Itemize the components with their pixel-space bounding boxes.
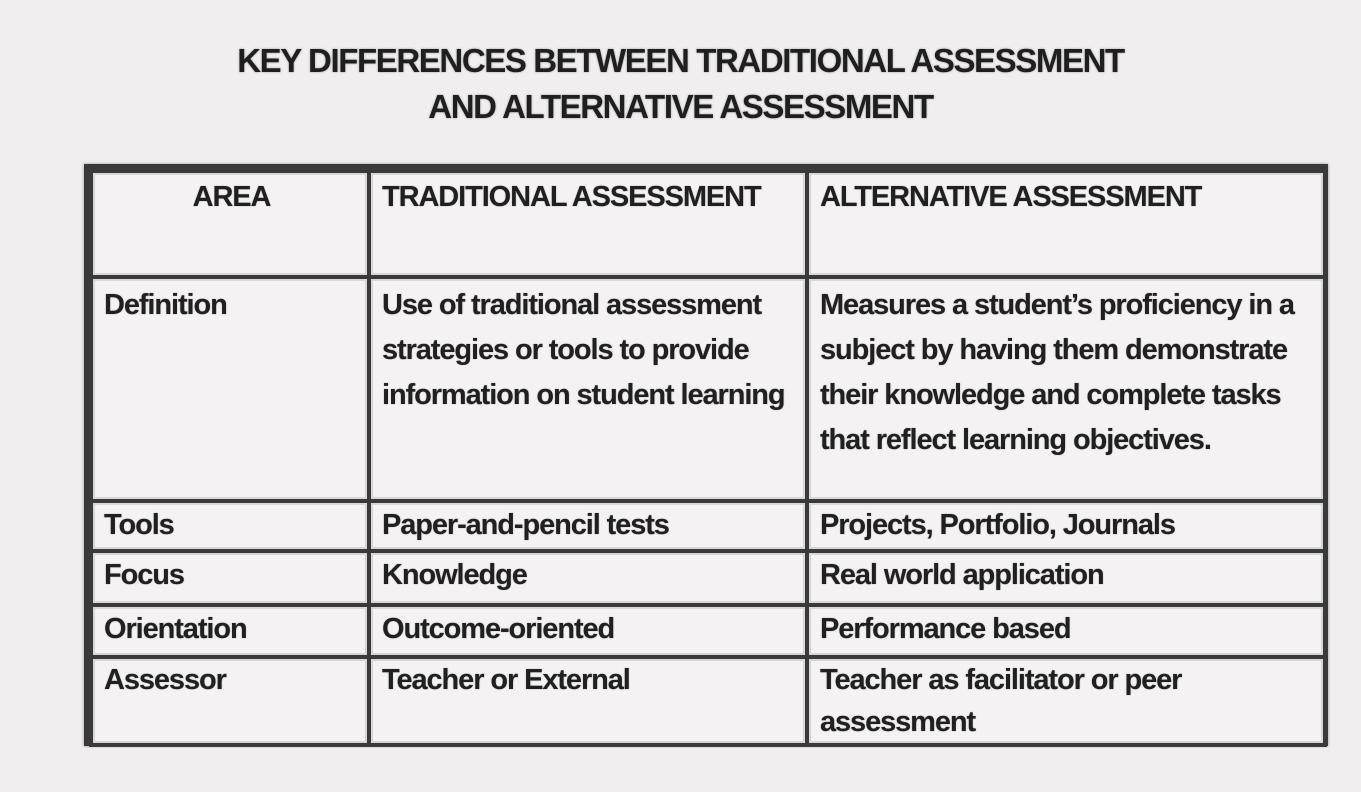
table-header-row: AREA TRADITIONAL ASSESSMENT ALTERNATIVE … xyxy=(89,169,1327,279)
title-line-2: AND ALTERNATIVE ASSESSMENT xyxy=(428,88,934,125)
table-row: Definition Use of traditional assessment… xyxy=(89,275,1327,503)
table-row: Orientation Outcome-oriented Performance… xyxy=(89,603,1327,659)
cell-area: Definition xyxy=(89,275,371,503)
cell-traditional: Teacher or External xyxy=(367,655,809,747)
cell-traditional: Knowledge xyxy=(367,549,809,607)
cell-alternative: Teacher as facilitator or peer assessmen… xyxy=(805,655,1327,747)
cell-alternative: Performance based xyxy=(805,603,1327,659)
comparison-table: AREA TRADITIONAL ASSESSMENT ALTERNATIVE … xyxy=(89,169,1327,747)
page-title: KEY DIFFERENCES BETWEEN TRADITIONAL ASSE… xyxy=(0,38,1361,130)
title-line-1: KEY DIFFERENCES BETWEEN TRADITIONAL ASSE… xyxy=(237,42,1125,79)
header-traditional: TRADITIONAL ASSESSMENT xyxy=(367,169,809,279)
cell-area: Orientation xyxy=(89,603,371,659)
cell-area: Tools xyxy=(89,499,371,553)
table-row: Tools Paper-and-pencil tests Projects, P… xyxy=(89,499,1327,553)
header-alternative: ALTERNATIVE ASSESSMENT xyxy=(805,169,1327,279)
cell-alternative: Projects, Portfolio, Journals xyxy=(805,499,1327,553)
header-area: AREA xyxy=(89,169,371,279)
comparison-table-frame: AREA TRADITIONAL ASSESSMENT ALTERNATIVE … xyxy=(84,164,1328,747)
cell-area: Assessor xyxy=(89,655,371,747)
cell-traditional: Use of traditional assessment strategies… xyxy=(367,275,809,503)
cell-alternative: Real world application xyxy=(805,549,1327,607)
cell-alternative: Measures a student’s proficiency in a su… xyxy=(805,275,1327,503)
cell-traditional: Paper-and-pencil tests xyxy=(367,499,809,553)
table-row: Focus Knowledge Real world application xyxy=(89,549,1327,607)
cell-area: Focus xyxy=(89,549,371,607)
cell-traditional: Outcome-oriented xyxy=(367,603,809,659)
table-row: Assessor Teacher or External Teacher as … xyxy=(89,655,1327,747)
